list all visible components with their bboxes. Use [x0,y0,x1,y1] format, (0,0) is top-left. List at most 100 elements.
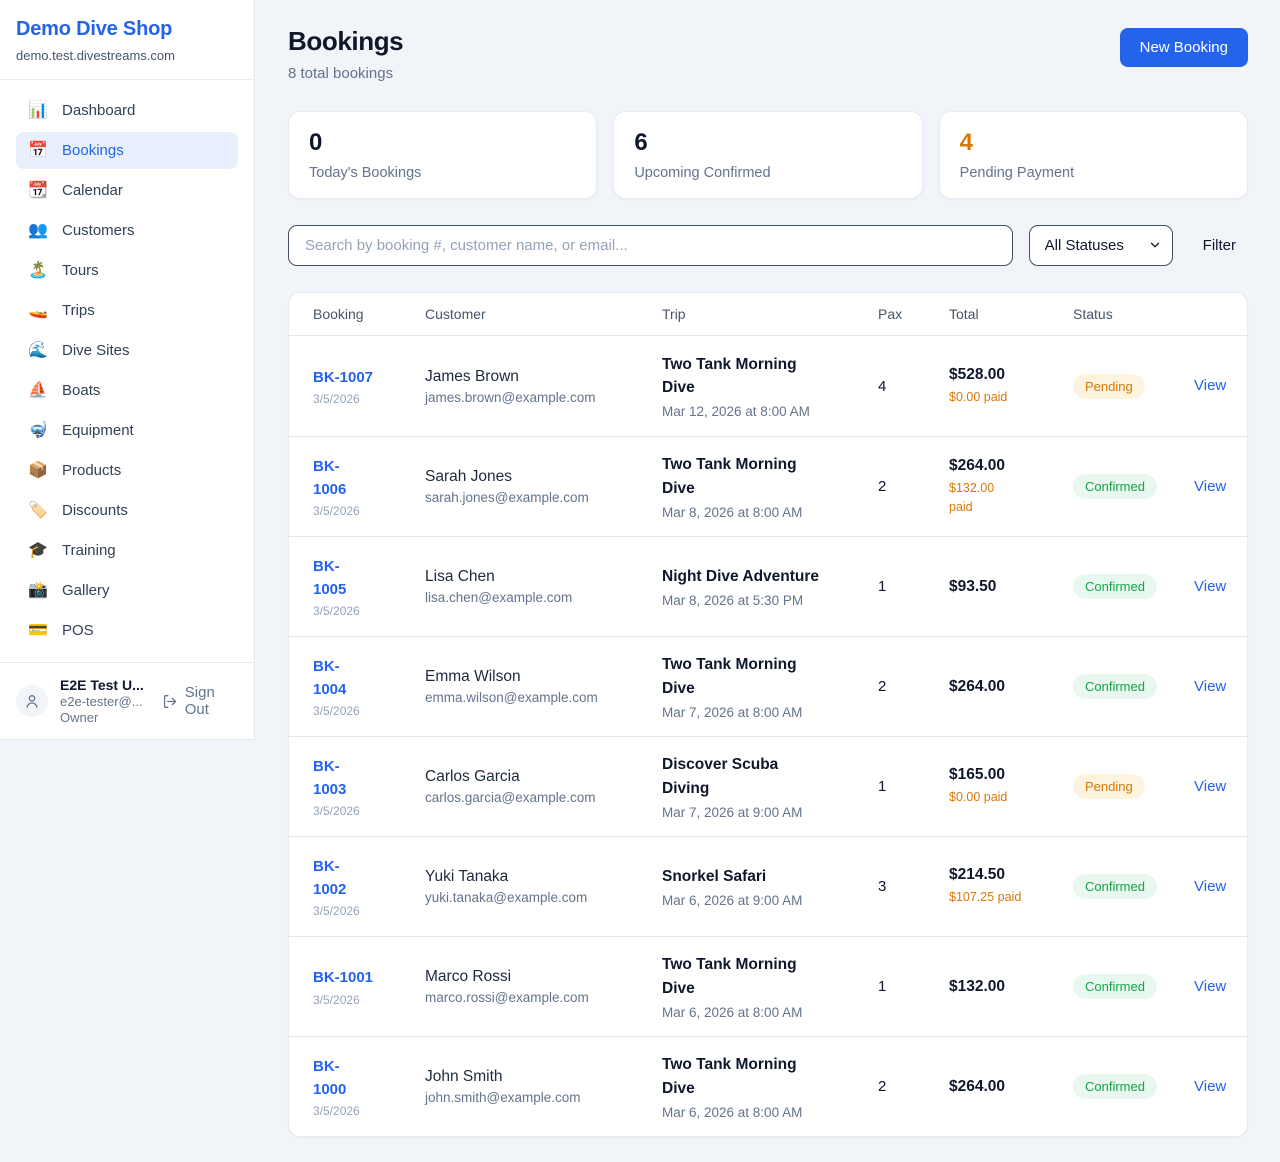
trip-datetime: Mar 8, 2026 at 5:30 PM [662,593,804,609]
status-select-wrap: All Statuses [1028,225,1173,266]
sidebar-item-pos[interactable]: 💳 POS [28,621,94,639]
sidebar-item-boats[interactable]: ⛵ Boats [28,381,101,399]
main-content: Bookings 8 total bookings New Booking 0 … [255,0,1280,1137]
customer-email: emma.wilson@example.com [425,690,598,705]
bookings-table: Booking Customer Trip Pax Total Status B… [288,292,1248,1137]
user-name: E2E Test U... [60,677,144,693]
sidebar-item-dashboard[interactable]: 📊 Dashboard [28,101,136,119]
status-badge: Confirmed [1073,574,1157,599]
pax-count: 2 [878,478,887,495]
customer-name: Sarah Jones [425,468,513,485]
customer-email: james.brown@example.com [425,389,596,405]
trip-name: Discover Scuba Diving [662,756,779,797]
graduation-cap-icon: 🎓 [28,541,48,559]
page-subtitle: 8 total bookings [288,65,394,82]
booking-number-link[interactable]: BK- 1000 [313,1057,347,1098]
booking-number-link[interactable]: BK- 1006 [313,457,347,498]
column-header-status: Status [1073,306,1113,322]
brand-block: Demo Dive Shop demo.test.divestreams.com [0,0,254,80]
stat-card: 4 Pending Payment [938,111,1248,199]
calendar-icon: 📅 [28,141,48,159]
trip-name: Two Tank Morning Dive [662,456,797,497]
customer-name: John Smith [425,1068,503,1085]
total-amount: $214.50 [949,866,1006,884]
sidebar-item-calendar[interactable]: 📆 Calendar [28,181,123,199]
sidebar-item-discounts[interactable]: 🏷️ Discounts [28,501,128,519]
search-input[interactable] [288,225,1013,266]
view-link[interactable]: View [1194,777,1227,795]
pax-count: 3 [878,878,887,895]
column-header-pax: Pax [878,306,903,322]
view-link[interactable]: View [1194,577,1227,595]
view-link[interactable]: View [1194,977,1227,995]
trip-datetime: Mar 12, 2026 at 8:00 AM [662,404,810,420]
column-header-customer: Customer [425,306,486,322]
pax-count: 1 [878,978,887,995]
customer-email: marco.rossi@example.com [425,990,589,1005]
sidebar-item-dive-sites[interactable]: 🌊 Dive Sites [28,341,130,359]
status-badge: Confirmed [1073,474,1157,499]
trip-name: Two Tank Morning Dive [662,656,797,697]
table-body: BK-1007 3/5/2026 James Brown james.brown… [289,336,1247,1136]
stat-value: 0 [309,129,323,156]
status-badge: Confirmed [1073,874,1157,899]
stat-label: Today's Bookings [309,165,422,181]
stat-card: 0 Today's Bookings [288,111,598,199]
user-role: Owner [60,710,99,725]
column-header-booking: Booking [313,306,364,322]
sidebar-item-customers[interactable]: 👥 Customers [28,221,135,239]
bar-chart-icon: 📊 [28,101,48,119]
filter-button[interactable]: Filter [1202,237,1236,254]
trip-datetime: Mar 6, 2026 at 8:00 AM [662,1004,803,1020]
status-badge: Confirmed [1073,674,1157,699]
booking-number-link[interactable]: BK- 1004 [313,657,347,698]
trip-datetime: Mar 6, 2026 at 9:00 AM [662,893,803,909]
customer-name: James Brown [425,367,519,385]
trip-name: Two Tank Morning Dive [662,1056,797,1097]
trip-datetime: Mar 7, 2026 at 8:00 AM [662,704,803,720]
customer-email: lisa.chen@example.com [425,590,573,605]
customer-name: Lisa Chen [425,568,495,585]
booking-number-link[interactable]: BK- 1005 [313,557,347,598]
sign-out-button[interactable]: Sign Out [162,684,238,718]
view-link[interactable]: View [1194,377,1227,394]
sidebar-item-gallery[interactable]: 📸 Gallery [28,581,110,599]
package-icon: 📦 [28,461,48,479]
view-link[interactable]: View [1194,677,1227,695]
trip-name: Snorkel Safari [662,867,767,885]
view-link[interactable]: View [1194,477,1227,495]
status-select[interactable]: All Statuses [1028,225,1173,266]
table-row: BK- 1002 3/5/2026 Yuki Tanaka yuki.tanak… [289,836,1247,936]
person-icon [26,695,38,708]
view-link[interactable]: View [1194,1077,1227,1095]
total-amount: $132.00 [949,977,1006,995]
trip-datetime: Mar 6, 2026 at 8:00 AM [662,1104,803,1120]
paid-note: $132.00 paid [949,481,995,514]
customer-email: carlos.garcia@example.com [425,790,596,805]
total-amount: $264.00 [949,677,1006,695]
customer-email: sarah.jones@example.com [425,490,589,505]
trip-name: Two Tank Morning Dive [662,956,797,997]
sidebar-item-tours[interactable]: 🏝️ Tours [28,261,99,279]
status-badge: Confirmed [1073,974,1157,999]
booking-number-link[interactable]: BK- 1002 [313,857,347,898]
pax-count: 4 [878,377,887,395]
total-amount: $165.00 [949,766,1006,784]
trip-name: Two Tank Morning Dive [662,355,797,396]
sidebar-item-products[interactable]: 📦 Products [28,461,122,479]
people-icon: 👥 [28,221,48,239]
sidebar-item-training[interactable]: 🎓 Training [28,541,116,559]
view-link[interactable]: View [1194,877,1227,895]
sidebar-item-equipment[interactable]: 🤿 Equipment [28,421,134,439]
customer-name: Carlos Garcia [425,768,520,785]
booking-number-link[interactable]: BK-1001 [313,969,374,987]
total-amount: $93.50 [949,577,997,595]
total-amount: $264.00 [949,457,1006,475]
new-booking-button[interactable]: New Booking [1119,28,1248,67]
sidebar-item-bookings[interactable]: 📅 Bookings [16,132,238,169]
pax-count: 2 [878,1078,887,1095]
brand-title: Demo Dive Shop [16,18,173,40]
sidebar-item-trips[interactable]: 🚤 Trips [28,301,95,319]
booking-number-link[interactable]: BK- 1003 [313,757,347,798]
booking-number-link[interactable]: BK-1007 [313,368,374,386]
